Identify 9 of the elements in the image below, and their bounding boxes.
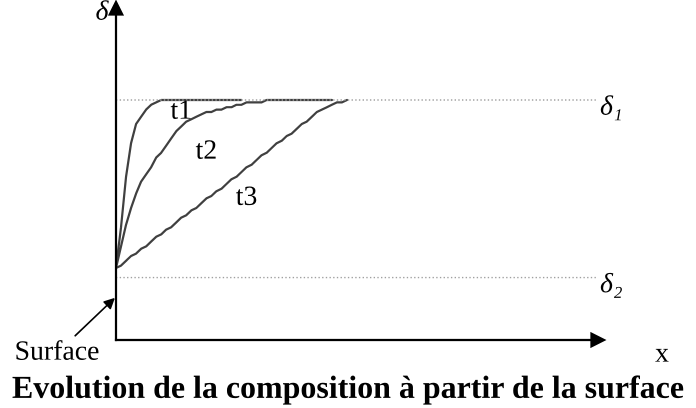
series-label: t2 xyxy=(196,140,216,159)
text: Surface xyxy=(16,340,98,360)
ref-line-label: δ₁ xyxy=(600,95,621,120)
series-label: t3 xyxy=(236,186,256,206)
series-label: t1 xyxy=(170,100,190,119)
ref-line-label: δ₂ xyxy=(600,272,622,298)
x-axis-title: x xyxy=(655,348,669,362)
y-axis-title: δ xyxy=(96,0,109,20)
text: Evolution de la composition à partir de la surface xyxy=(12,375,684,405)
